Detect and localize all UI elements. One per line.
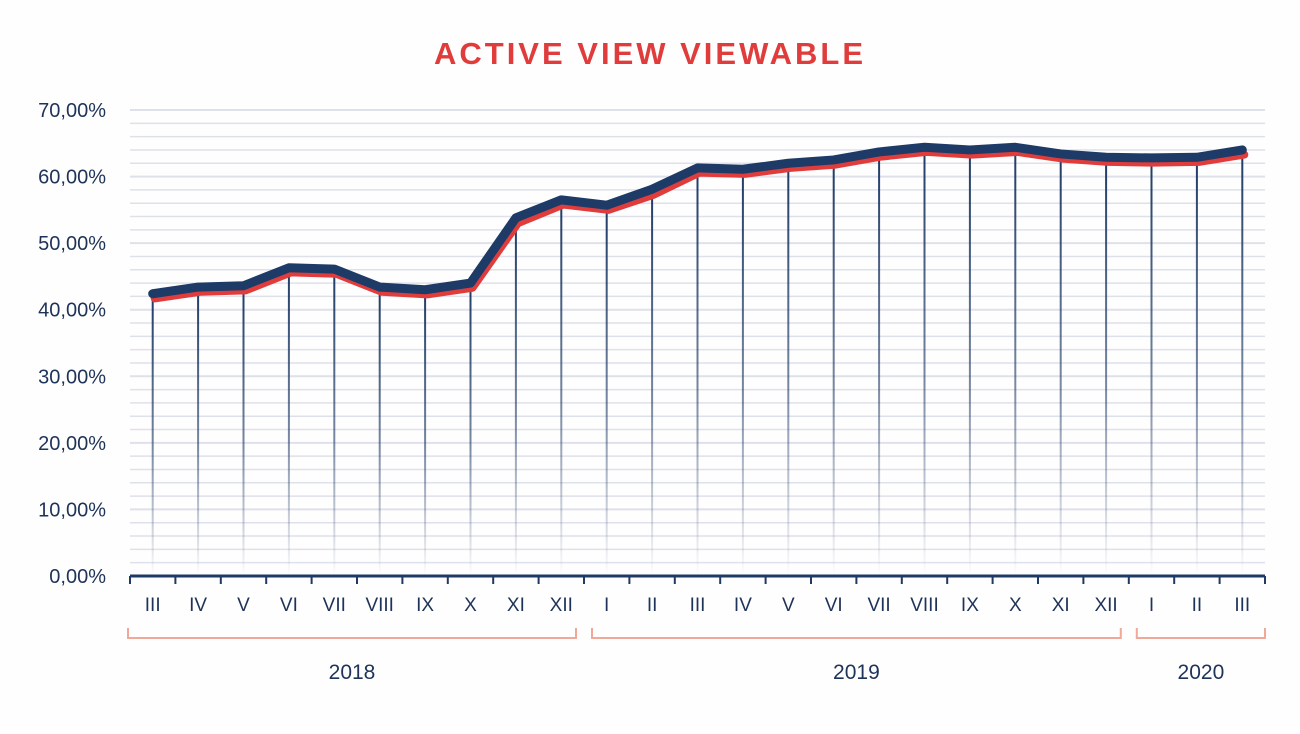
drop-line	[560, 199, 563, 576]
year-label: 2018	[329, 661, 376, 684]
x-tick-label: II	[1192, 595, 1203, 616]
drop-line	[287, 267, 290, 576]
x-tick-label: X	[1009, 595, 1022, 616]
drop-line	[832, 159, 835, 576]
drop-line	[1105, 157, 1108, 576]
drop-line	[242, 285, 245, 576]
drop-line	[1150, 157, 1153, 576]
x-tick-label: V	[237, 595, 250, 616]
drop-line	[878, 151, 881, 576]
x-tick-label: V	[782, 595, 795, 616]
x-tick-label: VI	[825, 595, 843, 616]
drop-line	[514, 217, 517, 577]
y-tick-label: 30,00%	[38, 366, 106, 388]
y-tick-label: 0,00%	[49, 566, 106, 588]
drop-line	[151, 293, 154, 576]
series-red-line	[150, 147, 1249, 303]
x-tick-label: I	[604, 595, 609, 616]
x-tick-label: III	[690, 595, 706, 616]
y-tick-label: 50,00%	[38, 233, 106, 255]
x-tick-label: XI	[1052, 595, 1070, 616]
drop-line	[651, 189, 654, 576]
x-tick-label: VIII	[365, 595, 394, 616]
drop-line	[378, 287, 381, 576]
x-tick-label: IV	[189, 595, 207, 616]
year-label: 2019	[833, 661, 880, 684]
x-tick-label: VII	[323, 595, 346, 616]
y-tick-label: 70,00%	[38, 100, 106, 122]
x-tick-label: VI	[280, 595, 298, 616]
x-tick-label: III	[145, 595, 161, 616]
x-tick-label: VIII	[910, 595, 939, 616]
x-tick-label: IX	[416, 595, 434, 616]
drop-line	[923, 147, 926, 576]
drop-line	[741, 169, 744, 576]
year-bracket	[127, 628, 577, 639]
x-tick-label: III	[1234, 595, 1250, 616]
drop-line	[1014, 147, 1017, 576]
x-tick-label: XII	[550, 595, 573, 616]
y-tick-label: 10,00%	[38, 499, 106, 521]
y-tick-label: 60,00%	[38, 167, 106, 189]
year-label: 2020	[1178, 661, 1225, 684]
drop-line	[696, 167, 699, 576]
drop-line	[333, 269, 336, 576]
x-tick-label: X	[464, 595, 477, 616]
drop-line	[197, 287, 200, 576]
drop-line	[1059, 153, 1062, 577]
x-tick-label: II	[647, 595, 658, 616]
drop-line	[1241, 149, 1244, 576]
year-bracket	[1135, 628, 1266, 639]
drop-line	[968, 149, 971, 576]
x-tick-label: XI	[507, 595, 525, 616]
year-bracket	[591, 628, 1122, 639]
x-tick-label: VII	[867, 595, 890, 616]
drop-line	[605, 205, 608, 576]
x-tick-label: I	[1149, 595, 1154, 616]
drop-line	[1195, 157, 1198, 576]
drop-line	[787, 163, 790, 576]
x-tick-label: IV	[734, 595, 752, 616]
x-tick-label: XII	[1094, 595, 1117, 616]
drop-line	[469, 283, 472, 576]
x-tick-label: IX	[961, 595, 979, 616]
y-tick-label: 20,00%	[38, 433, 106, 455]
chart-title: ACTIVE VIEW VIEWABLE	[433, 36, 867, 71]
y-tick-label: 40,00%	[38, 300, 106, 322]
drop-line	[424, 289, 427, 576]
